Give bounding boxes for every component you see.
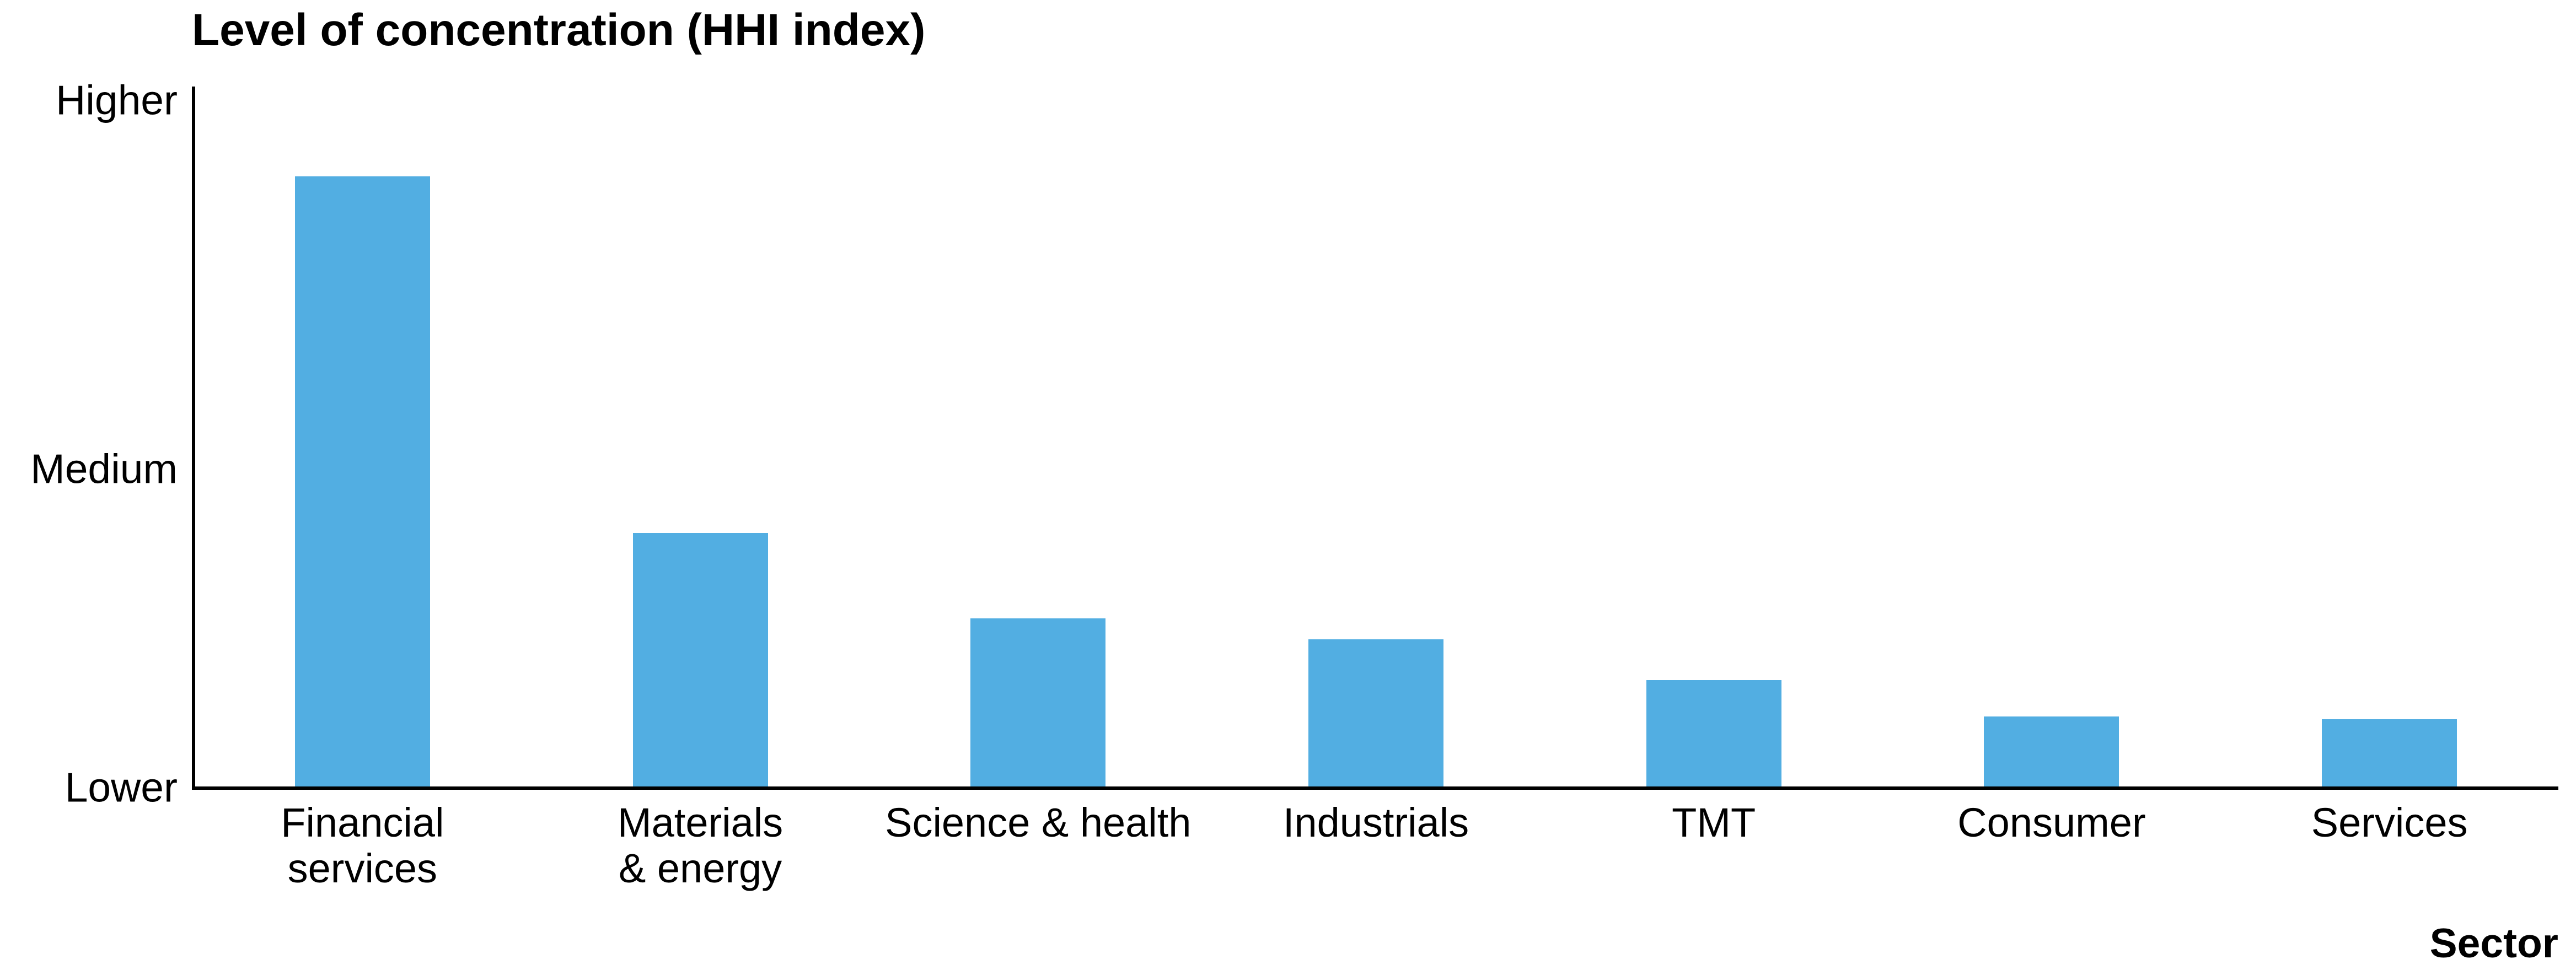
y-tick-label-medium: Medium — [30, 445, 178, 492]
x-axis-title: Sector — [2429, 920, 2558, 966]
y-axis-line — [192, 87, 195, 790]
bar-industrials — [1308, 639, 1444, 786]
x-axis-category-labels: Financial services Materials & energy Scie… — [194, 800, 2558, 922]
bar-consumer — [1984, 716, 2119, 786]
bar-science-health — [970, 618, 1106, 786]
chart-title: Level of concentration (HHI index) — [192, 5, 926, 55]
bar-materials-energy — [632, 532, 768, 786]
category-label-industrials: Industrials — [1282, 800, 1469, 845]
bar-financial-services — [294, 176, 430, 786]
bar-services — [2322, 719, 2457, 786]
category-label-materials-energy: Materials & energy — [617, 800, 783, 891]
category-label-consumer: Consumer — [1957, 800, 2146, 845]
category-label-services: Services — [2311, 800, 2468, 845]
y-tick-label-higher: Higher — [56, 77, 178, 123]
category-label-science-health: Science & health — [885, 800, 1192, 845]
y-tick-label-lower: Lower — [65, 764, 178, 811]
plot-area — [194, 88, 2558, 786]
bar-tmt — [1646, 680, 1781, 786]
category-label-tmt: TMT — [1672, 800, 1756, 845]
x-axis-line — [192, 786, 2558, 790]
category-label-financial-services: Financial services — [281, 800, 444, 891]
